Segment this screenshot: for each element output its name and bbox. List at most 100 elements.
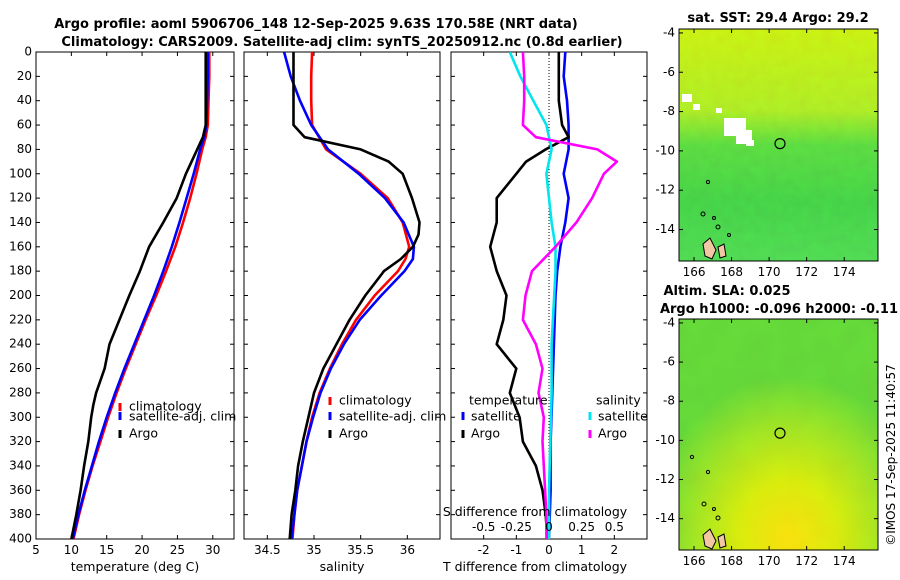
y-tick-label: 100	[9, 166, 32, 180]
salinity-axes-box	[243, 51, 441, 540]
series-line-salinity-argo	[521, 52, 619, 539]
y-tick-label: 60	[17, 118, 32, 132]
map-y-tick-label: -12	[655, 183, 675, 197]
y-tick-label: 400	[9, 532, 32, 546]
y-tick-label: 300	[9, 410, 32, 424]
s-tick-label: -0.5	[472, 520, 495, 534]
y-tick-label: 220	[9, 312, 32, 326]
sla-map-title-line2: Argo h1000: -0.096 h2000: -0.11	[660, 302, 898, 317]
y-tick-label: 140	[9, 215, 32, 229]
sla-argo-location-marker	[774, 427, 786, 439]
series-line-climatology	[72, 52, 211, 539]
sst-map-frame	[678, 28, 879, 262]
temperature-xlabel: temperature (deg C)	[71, 559, 200, 574]
map-x-tick-label: 170	[758, 554, 781, 568]
legend-label-satellite: satellite-adj. clim	[339, 409, 446, 424]
y-tick-label: 200	[9, 288, 32, 302]
temperature-lines	[70, 52, 211, 539]
salinity-lines	[282, 52, 421, 539]
sla-map-islands	[689, 454, 727, 550]
y-tick-label: 160	[9, 239, 32, 253]
legend-label-sal-satellite: satellite	[598, 409, 648, 424]
salinity-legend: climatology satellite-adj. clim Argo	[328, 393, 446, 441]
s-tick-label: 0	[545, 520, 553, 534]
x-tick-label: 15	[99, 543, 114, 557]
sla-map-frame	[678, 318, 879, 551]
x-tick-label: 35	[306, 543, 321, 557]
legend-title-salinity: salinity	[596, 393, 641, 408]
difference-depth-ticks	[451, 51, 647, 540]
s-tick-label: 0.5	[605, 520, 624, 534]
sla-map-axes: 166 168 170 172 174 -4 -6 -8 -10 -12 -14	[655, 315, 878, 568]
map-x-tick-label: 172	[795, 265, 818, 279]
temperature-axes-box	[35, 51, 235, 540]
legend-label-temp-satellite: satellite	[471, 409, 521, 424]
series-line-satellite-adj-clim	[282, 52, 416, 539]
sla-map-panel: Altim. SLA: 0.025 Argo h1000: -0.096 h20…	[655, 284, 898, 568]
y-tick-label: 180	[9, 264, 32, 278]
map-y-tick-label: -6	[663, 355, 675, 369]
map-y-tick-label: -14	[655, 511, 675, 525]
series-line-argo	[288, 52, 421, 539]
sst-map-panel: sat. SST: 29.4 Argo: 29.2 166 168 170 172 17…	[655, 11, 879, 279]
difference-panel: -2 -1 0 1 2 -0.5 -0.25 0 0.25 0.5 S difference f…	[442, 51, 648, 574]
difference-legend: temperature satellite Argo salinity sate…	[461, 393, 648, 441]
x-tick-label: 25	[170, 543, 185, 557]
legend-label-argo: Argo	[339, 426, 368, 441]
sla-map-title-line1: Altim. SLA: 0.025	[664, 284, 791, 299]
legend-label-climatology: climatology	[129, 399, 202, 414]
temperature-legend: climatology satellite-adj. clim Argo	[118, 399, 236, 441]
credit-stamp: ©IMOS 17-Sep-2025 11:40:57	[884, 364, 898, 546]
y-tick-label: 380	[9, 507, 32, 521]
y-tick-label: 0	[24, 45, 32, 59]
x-tick-label: 10	[64, 543, 79, 557]
y-tick-label: 80	[17, 142, 32, 156]
depth-axis: 0 20 40 60 80 100 120 140 160 180 200 220 240 260 280 3…	[9, 45, 234, 546]
legend-label-temp-argo: Argo	[471, 426, 500, 441]
y-tick-label: 360	[9, 483, 32, 497]
y-tick-label: 280	[9, 385, 32, 399]
figure-title-line2: Climatology: CARS2009. Satellite-adj cli…	[61, 35, 622, 50]
y-tick-label: 340	[9, 458, 32, 472]
y-tick-label: 240	[9, 337, 32, 351]
legend-label-satellite: satellite-adj. clim	[129, 409, 236, 424]
s-difference-axis: -0.5 -0.25 0 0.25 0.5	[472, 520, 624, 534]
temperature-panel: 0 20 40 60 80 100 120 140 160 180 200 220 240 260 280 3…	[9, 45, 236, 575]
s-difference-xlabel: S difference from climatology	[443, 504, 628, 519]
x-tick-label: 0	[545, 543, 553, 557]
s-tick-label: -0.25	[501, 520, 532, 534]
series-line-salinity-satellite	[508, 52, 557, 539]
sst-map-axes: 166 168 170 172 174 -4 -6 -8 -10 -12 -14	[655, 25, 878, 279]
map-x-tick-label: 174	[833, 265, 856, 279]
legend-label-argo: Argo	[129, 426, 158, 441]
map-y-tick-label: -10	[655, 143, 675, 157]
sst-map-texture	[679, 29, 878, 261]
series-line-satellite-adj-clim	[71, 52, 210, 539]
x-tick-label: 35.5	[347, 543, 374, 557]
map-y-tick-label: -4	[663, 25, 675, 39]
map-y-tick-label: -14	[655, 222, 675, 236]
salinity-panel: 34.5 35 35.5 36 salinity climatology satell…	[243, 51, 446, 574]
x-tick-label: 34.5	[254, 543, 281, 557]
x-tick-label: -1	[510, 543, 522, 557]
map-x-tick-label: 168	[720, 554, 743, 568]
map-x-tick-label: 166	[683, 265, 706, 279]
x-tick-label: 2	[611, 543, 619, 557]
map-x-tick-label: 170	[758, 265, 781, 279]
salinity-xlabel: salinity	[320, 559, 365, 574]
y-tick-label: 260	[9, 361, 32, 375]
salinity-depth-ticks	[244, 51, 440, 540]
s-tick-label: 0.25	[568, 520, 595, 534]
x-tick-label: 36	[400, 543, 415, 557]
map-x-tick-label: 174	[833, 554, 856, 568]
sst-map-islands	[700, 179, 731, 260]
series-line-temperature-argo	[488, 52, 570, 539]
sla-map-texture	[679, 319, 878, 550]
y-tick-label: 40	[17, 93, 32, 107]
y-tick-label: 20	[17, 69, 32, 83]
map-x-tick-label: 172	[795, 554, 818, 568]
sst-argo-location-marker	[774, 138, 786, 150]
map-y-tick-label: -4	[663, 315, 675, 329]
x-tick-label: 20	[134, 543, 149, 557]
y-tick-label: 320	[9, 434, 32, 448]
